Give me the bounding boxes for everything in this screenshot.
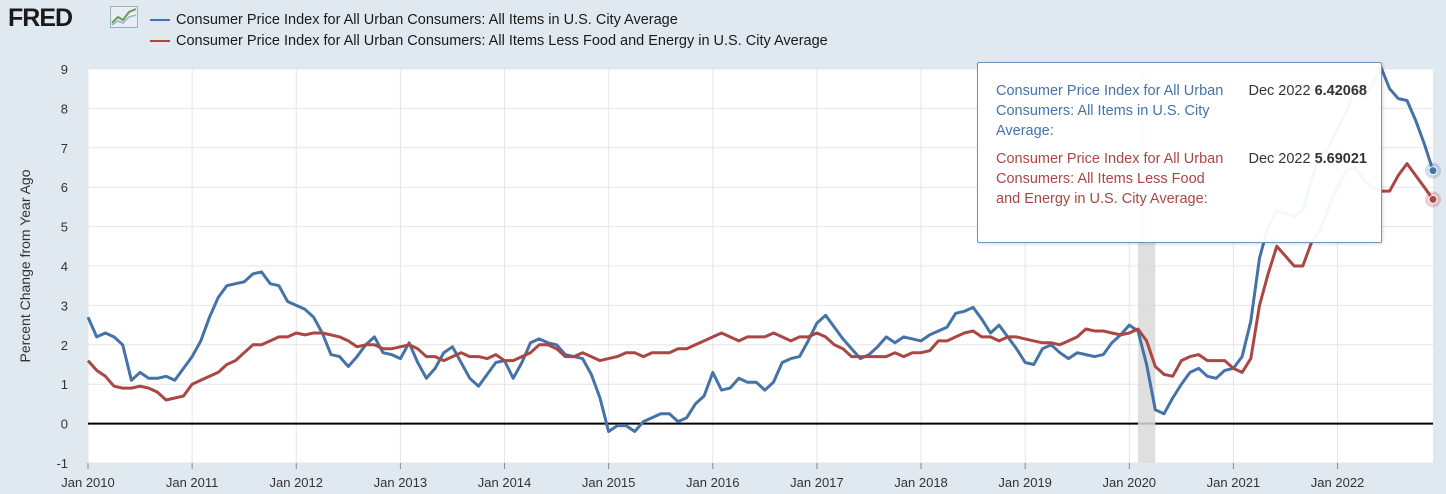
x-tick-label: Jan 2014 <box>478 475 532 490</box>
hover-marker <box>1428 194 1438 204</box>
legend-swatch-blue <box>150 18 170 21</box>
legend-item-all-items[interactable]: Consumer Price Index for All Urban Consu… <box>150 9 828 30</box>
series-line-all-items[interactable] <box>86 65 1435 433</box>
x-tick-label: Jan 2019 <box>998 475 1052 490</box>
legend-label: Consumer Price Index for All Urban Consu… <box>176 11 678 28</box>
y-tick-label: 3 <box>61 298 68 313</box>
tooltip-date: Dec 2022 <box>1248 151 1311 167</box>
tooltip-date: Dec 2022 <box>1248 83 1311 99</box>
tooltip-series-name: Consumer Price Index for All Urban Consu… <box>996 83 1224 139</box>
y-tick-label: 8 <box>61 101 68 116</box>
x-tick-label: Jan 2021 <box>1207 475 1261 490</box>
legend-swatch-red <box>150 39 170 42</box>
y-tick-label: 6 <box>61 180 68 195</box>
x-tick-label: Jan 2020 <box>1103 475 1157 490</box>
x-tick-label: Jan 2018 <box>894 475 948 490</box>
hover-tooltip: Consumer Price Index for All Urban Consu… <box>977 62 1382 243</box>
fred-logo[interactable]: FRED <box>8 4 73 32</box>
tooltip-number: 6.42068 <box>1314 83 1367 99</box>
x-tick-label: Jan 2017 <box>790 475 844 490</box>
legend-label: Consumer Price Index for All Urban Consu… <box>176 32 828 49</box>
y-tick-label: 7 <box>61 141 68 156</box>
y-tick-label: 0 <box>61 417 68 432</box>
x-tick-label: Jan 2022 <box>1311 475 1365 490</box>
x-tick-label: Jan 2016 <box>686 475 740 490</box>
y-tick-label: 9 <box>61 62 68 77</box>
y-axis: -1 0 1 2 3 4 5 6 7 8 9 <box>56 62 68 471</box>
y-tick-label: 2 <box>61 338 68 353</box>
y-tick-label: -1 <box>56 456 68 471</box>
x-tick-label: Jan 2010 <box>61 475 115 490</box>
x-tick-label: Jan 2011 <box>166 475 219 490</box>
hover-marker <box>1428 166 1438 176</box>
tooltip-value: Dec 2022 6.42068 <box>1248 81 1367 101</box>
tooltip-number: 5.69021 <box>1314 151 1367 167</box>
tooltip-value: Dec 2022 5.69021 <box>1248 149 1367 169</box>
x-tick-label: Jan 2015 <box>582 475 636 490</box>
chart-logo-icon <box>110 6 138 28</box>
x-axis: Jan 2010 Jan 2011 Jan 2012 Jan 2013 Jan 2014… <box>61 463 1364 490</box>
chart-legend: Consumer Price Index for All Urban Consu… <box>150 9 828 51</box>
legend-item-core[interactable]: Consumer Price Index for All Urban Consu… <box>150 30 828 51</box>
x-tick-label: Jan 2012 <box>270 475 324 490</box>
chart-header: FRED Consumer Price Index for All Urban … <box>0 0 1446 58</box>
series-lines <box>86 65 1441 433</box>
y-axis-label: Percent Change from Year Ago <box>17 169 33 362</box>
series-line-core[interactable] <box>86 162 1435 402</box>
y-tick-label: 1 <box>61 377 68 392</box>
y-tick-label: 5 <box>61 220 68 235</box>
tooltip-series-name: Consumer Price Index for All Urban Consu… <box>996 151 1224 207</box>
y-tick-label: 4 <box>61 259 68 274</box>
x-tick-label: Jan 2013 <box>374 475 428 490</box>
